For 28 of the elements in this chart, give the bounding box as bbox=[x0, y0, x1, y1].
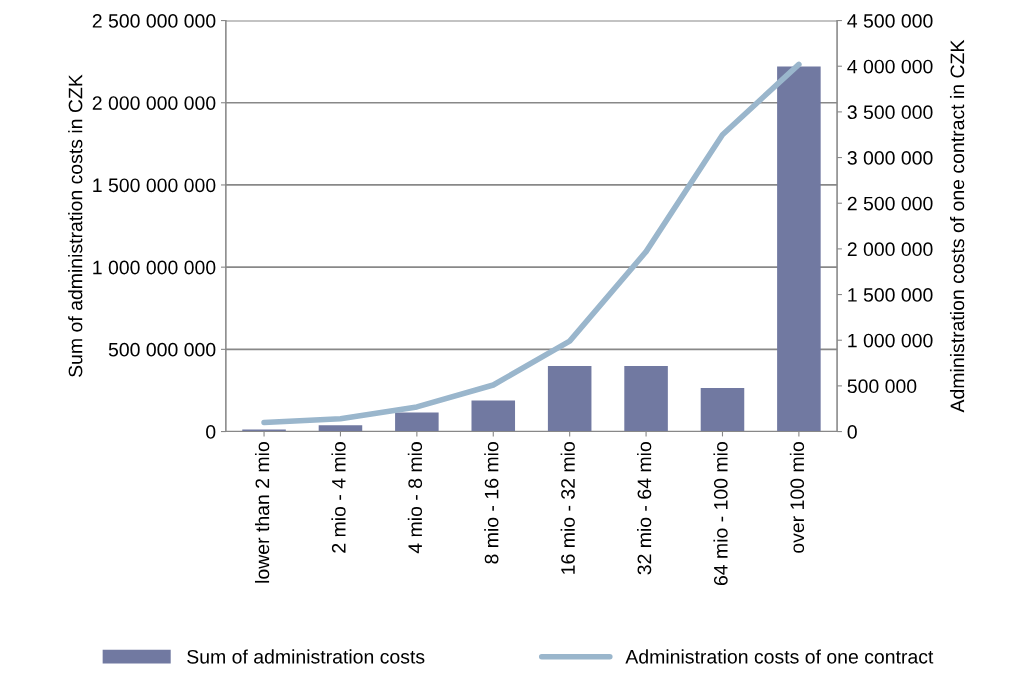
x-tick-label: 16 mio - 32 mio bbox=[560, 442, 575, 574]
y2-tick-label: 4 000 000 bbox=[847, 59, 933, 74]
y-tick-label: 2 500 000 000 bbox=[92, 14, 216, 28]
y-tick-label: 500 000 000 bbox=[108, 342, 216, 357]
y2-tick-label: 2 000 000 bbox=[847, 242, 933, 257]
y-tick-label: 2 000 000 000 bbox=[92, 96, 216, 110]
x-tick-label: 64 mio - 100 mio bbox=[713, 442, 728, 586]
y-axis-title: Sum of administration costs in CZK bbox=[68, 74, 83, 377]
x-tick-label: 8 mio - 16 mio bbox=[484, 442, 499, 564]
y-tick-label: 0 bbox=[206, 425, 216, 439]
y2-tick-label: 500 000 bbox=[847, 379, 917, 394]
x-tick-label: 4 mio - 8 mio bbox=[407, 442, 423, 554]
x-tick-label: 32 mio - 64 mio bbox=[637, 442, 652, 575]
y2-tick-label: 0 bbox=[847, 425, 857, 439]
y2-tick-label: 1 000 000 bbox=[848, 333, 933, 348]
y2-tick-label: 3 000 000 bbox=[847, 151, 933, 165]
y2-tick-label: 2 500 000 bbox=[847, 196, 933, 211]
y2-axis-title: Administration costs of one contract in CZK bbox=[949, 39, 965, 413]
legend-label: Sum of administration costs bbox=[187, 649, 425, 664]
x-tick-label: over 100 mio bbox=[789, 442, 805, 553]
y-tick-label: 1 500 000 000 bbox=[93, 178, 216, 193]
y2-tick-label: 1 500 000 bbox=[848, 288, 933, 302]
y-tick-label: 1 000 000 000 bbox=[93, 260, 216, 275]
y2-tick-label: 4 500 000 bbox=[847, 14, 933, 28]
legend-label: Administration costs of one contract bbox=[625, 649, 934, 664]
y2-tick-label: 3 500 000 bbox=[847, 105, 933, 120]
x-tick-label: lower than 2 mio bbox=[254, 442, 270, 583]
x-tick-label: 2 mio - 4 mio bbox=[331, 442, 346, 553]
